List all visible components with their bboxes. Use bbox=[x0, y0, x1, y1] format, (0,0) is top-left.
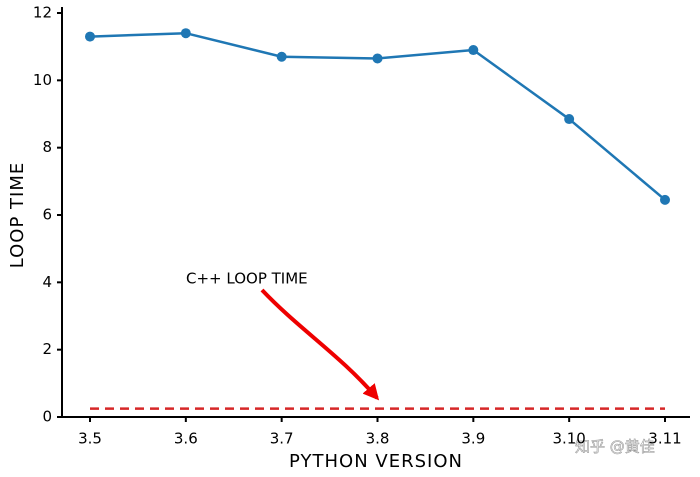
y-tick-label: 12 bbox=[33, 4, 52, 22]
annotation-arrow bbox=[260, 288, 380, 401]
data-point bbox=[564, 114, 575, 125]
x-tick-label: 3.7 bbox=[270, 430, 294, 448]
x-tick-label: 3.10 bbox=[552, 430, 585, 448]
y-tick-label: 2 bbox=[42, 340, 52, 358]
data-point bbox=[468, 45, 479, 56]
x-tick-label: 3.6 bbox=[174, 430, 198, 448]
y-axis-title: LOOP TIME bbox=[7, 162, 28, 269]
watermark: 知乎 @黄佳 bbox=[575, 438, 655, 456]
x-axis-title: PYTHON VERSION bbox=[289, 451, 463, 472]
y-tick-label: 8 bbox=[42, 138, 52, 156]
data-point bbox=[180, 28, 191, 39]
y-tick-label: 10 bbox=[33, 71, 52, 89]
data-point bbox=[85, 31, 95, 42]
y-tick-label: 0 bbox=[42, 408, 52, 426]
annotation: C++ LOOP TIME bbox=[186, 270, 308, 288]
x-tick-label: 3.11 bbox=[648, 430, 681, 448]
data-point bbox=[372, 53, 383, 64]
x-tick-label: 3.8 bbox=[366, 430, 390, 448]
x-tick-label: 3.9 bbox=[461, 430, 485, 448]
data-point bbox=[660, 194, 670, 205]
x-tick-label: 3.5 bbox=[78, 430, 102, 448]
y-tick-label: 4 bbox=[42, 273, 52, 291]
data-point bbox=[276, 51, 287, 62]
y-tick-label: 6 bbox=[42, 206, 52, 224]
